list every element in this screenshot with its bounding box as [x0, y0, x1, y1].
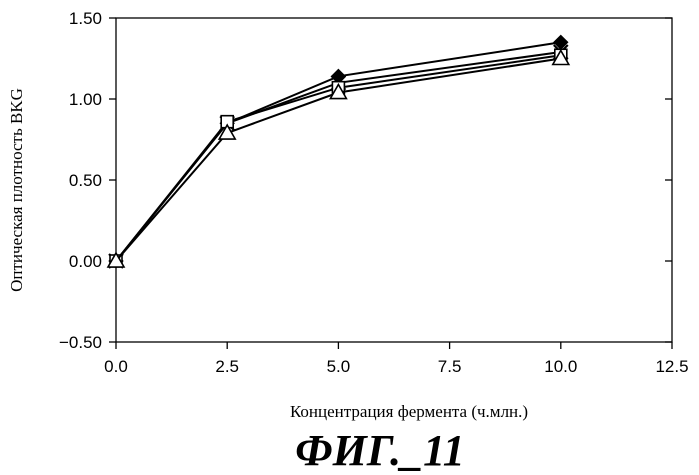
plot-frame: [116, 18, 672, 342]
plot-border: [116, 18, 672, 342]
data-series: [108, 35, 569, 268]
x-tick-label: 0.0: [104, 357, 128, 376]
x-axis-ticks: 0.0 2.5 5.0 7.5 10.0 12.5: [104, 342, 688, 376]
x-tick-label: 7.5: [438, 357, 462, 376]
y-tick-label: 0.00: [69, 252, 102, 271]
y-axis-title: Оптическая плотность BKG: [7, 88, 26, 292]
figure-caption: ФИГ._11: [295, 426, 464, 475]
y-tick-label: −0.50: [59, 333, 102, 352]
series-open-triangle: [108, 51, 569, 268]
series-filled-diamond: [109, 35, 568, 268]
x-axis-title: Концентрация фермента (ч.млн.): [290, 402, 528, 421]
y-tick-label: 1.50: [69, 9, 102, 28]
series-open-square: [110, 49, 567, 267]
x-tick-label: 12.5: [655, 357, 688, 376]
y-tick-label: 0.50: [69, 171, 102, 190]
x-tick-label: 10.0: [544, 357, 577, 376]
x-tick-label: 5.0: [327, 357, 351, 376]
x-tick-label: 2.5: [215, 357, 239, 376]
y-axis-ticks: 1.50 1.00 0.50 0.00 −0.50: [59, 9, 672, 352]
y-tick-label: 1.00: [69, 90, 102, 109]
